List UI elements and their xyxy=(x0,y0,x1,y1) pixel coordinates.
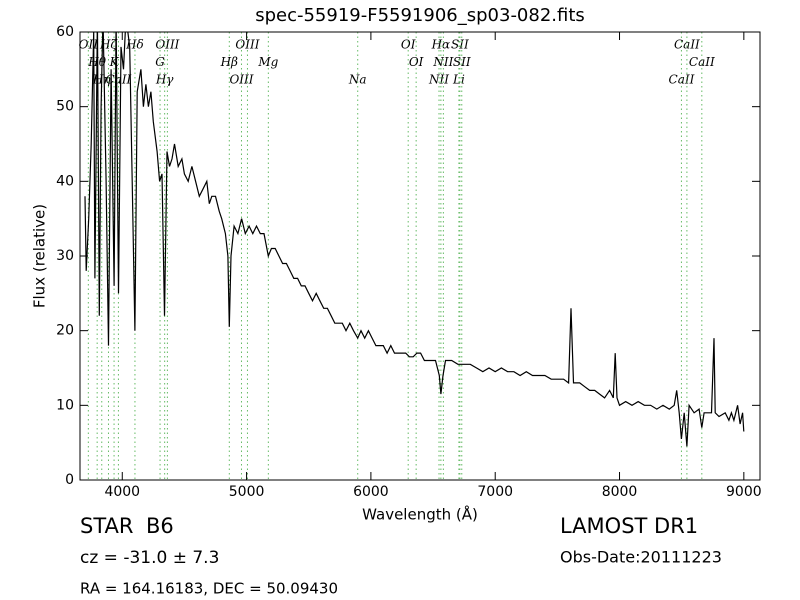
x-tick-label: 4000 xyxy=(104,484,140,500)
spectral-line-label: Hβ xyxy=(220,55,238,69)
spectral-line-label: Mg xyxy=(257,55,278,69)
spectral-line-label: CaII xyxy=(669,73,695,87)
spectral-line-label: NII xyxy=(428,73,449,87)
y-tick-label: 30 xyxy=(56,248,74,264)
spectral-line-label: Li xyxy=(452,73,465,87)
y-tick-label: 40 xyxy=(56,173,74,189)
spectral-line-label: NII xyxy=(432,55,453,69)
spectral-line-label: OI xyxy=(409,55,424,69)
plot-frame xyxy=(79,31,761,481)
spectral-line-label: OI xyxy=(401,38,416,52)
spectral-line-label: Hγ xyxy=(155,73,174,87)
spectral-line-label: CaII xyxy=(105,73,131,87)
obs-date: Obs-Date:20111223 xyxy=(560,548,722,567)
x-tick-label: 5000 xyxy=(229,484,265,500)
y-tick-label: 0 xyxy=(65,472,74,488)
spectral-line-label: Hα xyxy=(431,38,451,52)
spectral-line-label: Na xyxy=(348,73,367,87)
spectral-line-label: SII xyxy=(453,55,471,69)
plot-area: OIIHθHηHζKCaIIHδGHγOIIIHβOIIIOIIIMgNaOIO… xyxy=(56,24,762,500)
release: LAMOST DR1 xyxy=(560,514,698,538)
object-class: STAR xyxy=(80,514,133,538)
spectral-line-label: CaII xyxy=(674,38,700,52)
spectral-line-label: OIII xyxy=(155,38,179,52)
y-tick-label: 20 xyxy=(56,323,74,339)
spectral-line-label: K xyxy=(109,55,120,69)
x-axis-label: Wavelength (Å) xyxy=(362,505,478,524)
coordinates: RA = 164.16183, DEC = 50.09430 xyxy=(80,580,338,598)
spectral-line-label: G xyxy=(155,55,165,69)
subclass: B6 xyxy=(146,514,174,538)
spectrum-line xyxy=(84,32,745,447)
spectral-line-label: Hδ xyxy=(125,38,144,52)
x-tick-label: 8000 xyxy=(602,484,638,500)
x-tick-label: 7000 xyxy=(477,484,513,500)
spectral-line-label: OIII xyxy=(235,38,259,52)
x-tick-label: 9000 xyxy=(726,484,762,500)
spectral-line-label: OIII xyxy=(229,73,253,87)
y-tick-label: 50 xyxy=(56,99,74,115)
y-tick-label: 60 xyxy=(56,24,74,40)
chart-title: spec-55919-F5591906_sp03-082.fits xyxy=(255,5,585,26)
spectral-line-label: OII xyxy=(79,38,99,52)
redshift: cz = -31.0 ± 7.3 xyxy=(80,548,219,568)
spectral-line-label: CaII xyxy=(689,55,715,69)
y-axis-label: Flux (relative) xyxy=(31,204,49,308)
spectral-line-label: SII xyxy=(451,38,469,52)
y-tick-label: 10 xyxy=(56,397,74,413)
x-tick-label: 6000 xyxy=(353,484,389,500)
